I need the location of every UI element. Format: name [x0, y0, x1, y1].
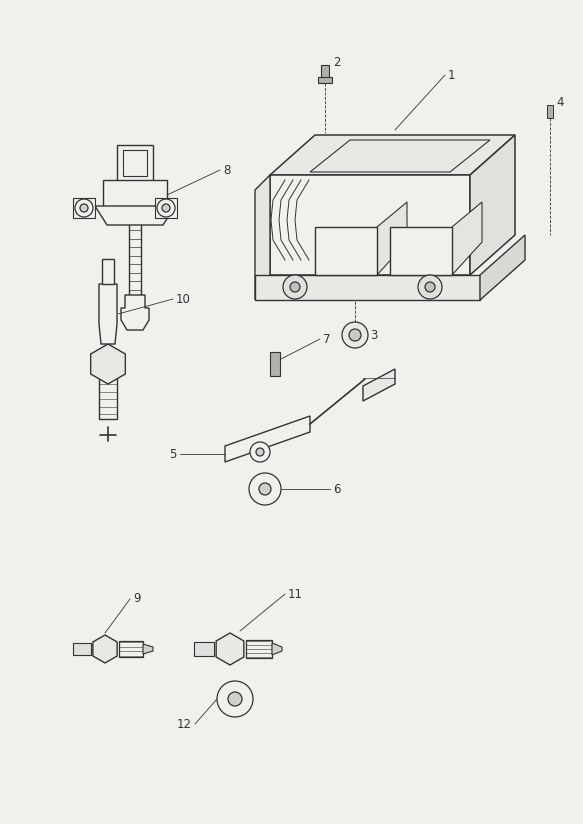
- Polygon shape: [272, 643, 282, 655]
- Polygon shape: [255, 275, 480, 300]
- Circle shape: [249, 473, 281, 505]
- Polygon shape: [452, 202, 482, 275]
- Polygon shape: [270, 352, 280, 376]
- Circle shape: [162, 204, 170, 212]
- Polygon shape: [315, 227, 377, 275]
- Polygon shape: [470, 135, 515, 275]
- Circle shape: [228, 692, 242, 706]
- Polygon shape: [216, 633, 244, 665]
- Circle shape: [290, 282, 300, 292]
- Circle shape: [283, 275, 307, 299]
- Polygon shape: [270, 175, 470, 275]
- Text: 11: 11: [288, 588, 303, 601]
- Polygon shape: [73, 643, 91, 655]
- Polygon shape: [102, 259, 114, 284]
- Polygon shape: [95, 206, 175, 225]
- Polygon shape: [547, 105, 553, 118]
- Polygon shape: [93, 635, 117, 663]
- Text: 2: 2: [333, 55, 340, 68]
- Text: 7: 7: [323, 333, 331, 345]
- Polygon shape: [363, 369, 395, 401]
- Polygon shape: [91, 344, 125, 384]
- Polygon shape: [225, 416, 310, 462]
- Polygon shape: [321, 65, 329, 77]
- Text: 3: 3: [370, 329, 377, 341]
- Text: 12: 12: [177, 718, 192, 731]
- Text: 4: 4: [556, 96, 564, 109]
- Polygon shape: [390, 227, 452, 275]
- Text: 9: 9: [133, 592, 141, 606]
- Circle shape: [349, 329, 361, 341]
- Circle shape: [259, 483, 271, 495]
- Circle shape: [217, 681, 253, 717]
- Polygon shape: [103, 180, 167, 208]
- Polygon shape: [117, 145, 153, 183]
- Text: 6: 6: [333, 483, 340, 495]
- Polygon shape: [119, 641, 143, 657]
- Text: 5: 5: [170, 447, 177, 461]
- Circle shape: [157, 199, 175, 217]
- Polygon shape: [143, 644, 153, 654]
- Polygon shape: [246, 640, 272, 658]
- Circle shape: [80, 204, 88, 212]
- Polygon shape: [155, 198, 177, 218]
- Polygon shape: [194, 642, 214, 656]
- Text: 1: 1: [448, 68, 455, 82]
- Circle shape: [75, 199, 93, 217]
- Circle shape: [256, 448, 264, 456]
- Circle shape: [418, 275, 442, 299]
- Circle shape: [250, 442, 270, 462]
- Polygon shape: [73, 198, 95, 218]
- Text: 8: 8: [223, 163, 230, 176]
- Polygon shape: [99, 284, 117, 344]
- Polygon shape: [377, 202, 407, 275]
- Polygon shape: [318, 77, 332, 83]
- Polygon shape: [121, 295, 149, 330]
- Text: 10: 10: [176, 293, 191, 306]
- Polygon shape: [480, 235, 525, 300]
- Polygon shape: [99, 364, 117, 419]
- Polygon shape: [255, 175, 270, 300]
- Circle shape: [342, 322, 368, 348]
- Circle shape: [425, 282, 435, 292]
- Polygon shape: [270, 135, 515, 175]
